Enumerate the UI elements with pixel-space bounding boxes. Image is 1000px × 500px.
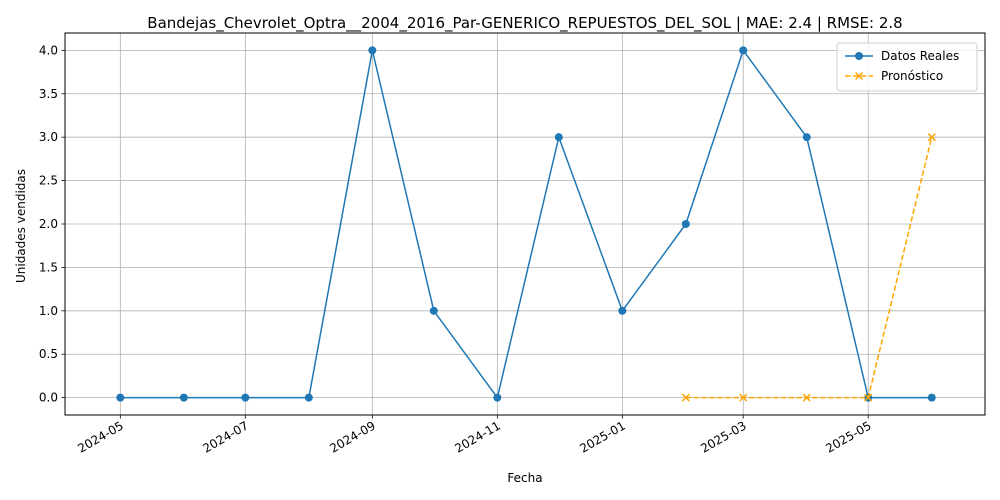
y-tick-label: 1.0 xyxy=(39,304,58,318)
legend: Datos Reales Pronóstico xyxy=(836,42,978,92)
legend-marker xyxy=(854,71,864,81)
data-point xyxy=(802,133,811,142)
y-tick-label: 2.0 xyxy=(39,217,58,231)
x-tick-label: 2024-11 xyxy=(452,418,502,455)
data-point xyxy=(927,133,936,142)
series-line xyxy=(120,48,932,400)
data-point xyxy=(241,393,250,402)
chart-title: Bandejas_Chevrolet_Optra__2004_2016_Par-… xyxy=(147,14,902,33)
data-point xyxy=(493,393,502,402)
x-tick-label: 2025-03 xyxy=(698,418,748,455)
data-point xyxy=(368,46,377,55)
x-tick-label: 2025-05 xyxy=(823,418,873,455)
data-point xyxy=(554,133,563,142)
legend-box xyxy=(836,42,978,92)
x-tick-label: 2024-07 xyxy=(200,418,250,455)
y-tick-label: 3.5 xyxy=(39,87,58,101)
grid xyxy=(65,33,985,415)
legend-marker xyxy=(855,52,863,60)
x-axis: 2024-05 2024-07 2024-09 2024-11 2025-01 2025-… xyxy=(75,415,874,456)
y-tick-label: 0.5 xyxy=(39,347,58,361)
y-tick-label: 1.5 xyxy=(39,260,58,274)
legend-item: Pronóstico xyxy=(845,69,943,83)
legend-label: Datos Reales xyxy=(881,49,959,63)
series-layer xyxy=(116,46,936,402)
data-point xyxy=(864,393,873,402)
y-axis-label: Unidades vendidas xyxy=(14,169,28,283)
data-point xyxy=(681,220,690,228)
data-point xyxy=(429,306,438,315)
y-axis: 0.0 0.5 1.0 1.5 2.0 2.5 3.0 3.5 4.0 xyxy=(39,43,65,405)
data-point xyxy=(116,393,125,402)
y-tick-label: 3.0 xyxy=(39,130,58,144)
data-point xyxy=(304,393,313,402)
data-point xyxy=(681,393,690,402)
y-tick-label: 0.0 xyxy=(39,391,58,405)
x-tick-label: 2024-09 xyxy=(327,418,377,455)
series-pronostico xyxy=(681,133,936,402)
x-tick-label: 2024-05 xyxy=(75,418,125,455)
data-point xyxy=(618,306,627,315)
x-axis-label: Fecha xyxy=(507,471,542,485)
data-point xyxy=(739,393,748,402)
y-tick-label: 2.5 xyxy=(39,174,58,188)
y-tick-label: 4.0 xyxy=(39,43,58,57)
legend-item: Datos Reales xyxy=(845,49,959,63)
plot-area-frame xyxy=(64,32,986,416)
data-point xyxy=(739,46,748,55)
data-point xyxy=(927,393,936,402)
data-point xyxy=(179,393,188,402)
x-tick-label: 2025-01 xyxy=(577,418,627,455)
series-datos-reales xyxy=(116,46,936,402)
legend-label: Pronóstico xyxy=(881,69,943,83)
data-point xyxy=(802,393,811,402)
